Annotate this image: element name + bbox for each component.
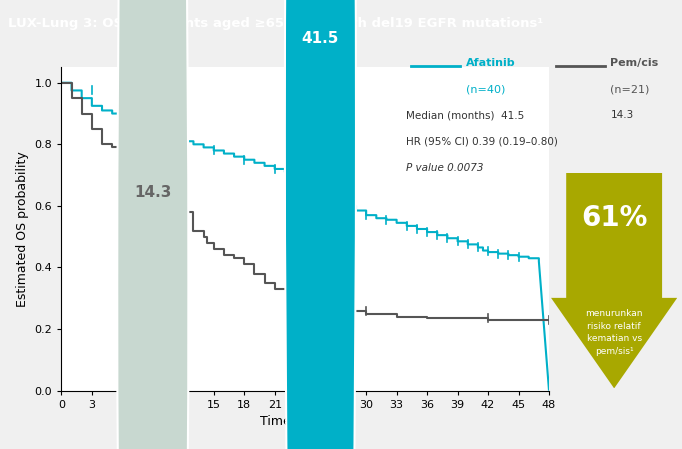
X-axis label: Time (months): Time (months) [260,415,351,428]
Y-axis label: Estimated OS probability: Estimated OS probability [16,151,29,307]
Circle shape [285,0,356,449]
Text: Afatinib: Afatinib [466,57,516,68]
Text: 14.3: 14.3 [134,185,171,199]
Text: menurunkan
risiko relatif
kematian vs
pem/sis¹: menurunkan risiko relatif kematian vs pe… [585,309,643,356]
Text: 61%: 61% [581,204,647,232]
Polygon shape [551,173,677,388]
Text: LUX-Lung 3: OS in patients aged ≥65 years with del19 EGFR mutations¹: LUX-Lung 3: OS in patients aged ≥65 year… [8,17,544,30]
Text: 14.3: 14.3 [610,110,634,120]
Text: (n=40): (n=40) [466,84,505,94]
Text: Median (months)  41.5: Median (months) 41.5 [406,110,524,120]
Text: (n=21): (n=21) [610,84,650,94]
Text: 41.5: 41.5 [301,31,339,46]
Text: HR (95% CI) 0.39 (0.19–0.80): HR (95% CI) 0.39 (0.19–0.80) [406,137,558,147]
Text: P value 0.0073: P value 0.0073 [406,163,484,173]
Circle shape [117,0,188,449]
Text: Pem/cis: Pem/cis [610,57,659,68]
